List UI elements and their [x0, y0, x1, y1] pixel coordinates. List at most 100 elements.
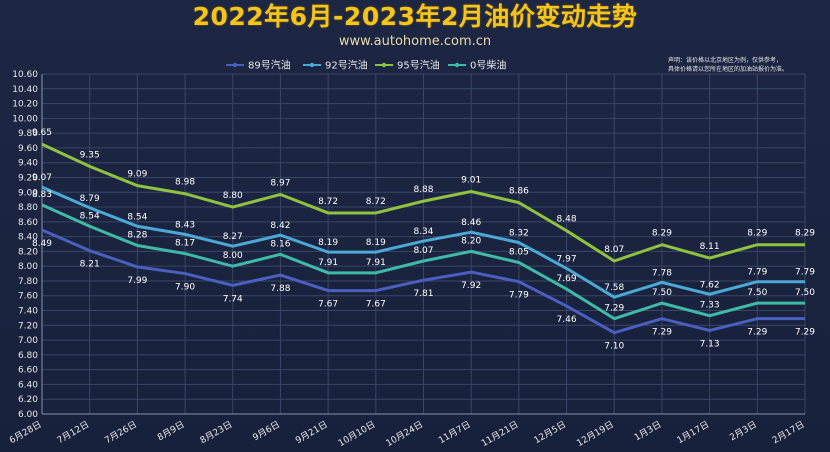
data-label: 7.91 [366, 258, 386, 268]
chart-title: 2022年6月-2023年2月油价变动走势 [192, 2, 638, 31]
data-label: 8.42 [270, 221, 290, 231]
x-tick-label: 12月5日 [532, 419, 568, 446]
data-label: 8.72 [366, 197, 386, 207]
x-tick-label: 6月28日 [8, 419, 44, 446]
y-tick-label: 9.00 [18, 188, 38, 198]
data-label: 7.81 [413, 289, 433, 299]
legend-label: 95号汽油 [397, 59, 440, 72]
disclaimer-line-1: 声明：该价格以北京地区为例，仅供参考， [668, 57, 783, 64]
data-label: 8.29 [652, 229, 672, 239]
legend-label: 89号汽油 [248, 59, 291, 72]
legend-label: 92号汽油 [325, 59, 368, 72]
data-label: 8.16 [270, 239, 290, 249]
legend-marker [381, 62, 387, 68]
data-label: 8.49 [32, 239, 52, 249]
x-tick-label: 2月17日 [771, 419, 807, 446]
legend-marker [309, 62, 315, 68]
data-label: 8.19 [318, 238, 338, 248]
data-label: 7.91 [318, 258, 338, 268]
data-label: 8.43 [175, 220, 195, 230]
data-label: 8.83 [32, 190, 52, 200]
data-label: 9.09 [127, 170, 147, 180]
x-tick-label: 11月7日 [437, 419, 473, 446]
data-label: 7.46 [557, 315, 577, 325]
data-label: 7.29 [652, 328, 672, 338]
data-label: 8.48 [557, 215, 577, 225]
x-tick-label: 1月3日 [632, 419, 663, 443]
data-label: 8.97 [270, 178, 290, 188]
data-label: 8.86 [509, 187, 529, 197]
y-tick-label: 7.40 [18, 307, 38, 317]
data-label: 7.33 [700, 301, 720, 311]
data-label: 8.72 [318, 197, 338, 207]
y-tick-label: 10.40 [12, 85, 38, 95]
y-tick-label: 7.00 [18, 336, 38, 346]
disclaimer-line-2: 具体价格请以您所在地区的加油站报价为准。 [668, 66, 789, 73]
data-label: 8.28 [127, 230, 147, 240]
data-label: 7.90 [175, 283, 195, 293]
data-label: 8.54 [127, 212, 147, 222]
data-label: 7.10 [604, 342, 624, 352]
data-label: 7.79 [509, 291, 529, 301]
y-tick-label: 6.40 [18, 380, 38, 390]
data-label: 7.50 [652, 288, 672, 298]
data-label: 8.79 [80, 194, 100, 204]
data-label: 7.88 [270, 284, 290, 294]
data-label: 7.62 [700, 280, 720, 290]
data-label: 7.50 [795, 288, 815, 298]
y-tick-label: 7.60 [18, 292, 38, 302]
data-label: 9.07 [32, 173, 52, 183]
x-tick-label: 11月21日 [479, 419, 520, 449]
data-label: 8.80 [223, 191, 243, 201]
y-tick-label: 10.00 [12, 114, 38, 124]
x-tick-label: 10月24日 [384, 419, 425, 449]
data-label: 7.29 [795, 328, 815, 338]
data-label: 8.88 [413, 185, 433, 195]
y-tick-label: 10.60 [12, 70, 38, 80]
y-tick-label: 6.20 [18, 395, 38, 405]
data-label: 8.07 [413, 246, 433, 256]
data-label: 7.99 [127, 276, 147, 286]
y-tick-label: 7.80 [18, 277, 38, 287]
data-label: 7.29 [604, 304, 624, 314]
y-tick-label: 9.80 [18, 129, 38, 139]
data-label: 8.98 [175, 178, 195, 188]
data-label: 8.29 [747, 229, 767, 239]
y-tick-label: 6.60 [18, 366, 38, 376]
data-label: 8.11 [700, 242, 720, 252]
y-tick-label: 9.40 [18, 159, 38, 169]
data-label: 7.13 [700, 339, 720, 349]
data-label: 8.32 [509, 229, 529, 239]
chart-subtitle: www.autohome.com.cn [338, 34, 492, 49]
y-tick-label: 8.40 [18, 233, 38, 243]
data-label: 8.20 [461, 236, 481, 246]
data-label: 7.92 [461, 281, 481, 291]
x-tick-label: 2月3日 [728, 419, 759, 443]
data-label: 8.46 [461, 218, 481, 228]
data-label: 8.29 [795, 229, 815, 239]
data-label: 8.07 [604, 245, 624, 255]
x-tick-label: 9月21日 [294, 419, 330, 446]
y-tick-label: 8.80 [18, 203, 38, 213]
legend-marker [454, 62, 460, 68]
data-label: 7.67 [318, 300, 338, 310]
data-label: 7.78 [652, 268, 672, 278]
data-label: 7.67 [366, 300, 386, 310]
data-label: 8.21 [80, 260, 100, 270]
data-label: 7.79 [747, 268, 767, 278]
y-tick-label: 9.20 [18, 173, 38, 183]
data-label: 8.00 [223, 251, 243, 261]
x-tick-label: 7月26日 [103, 419, 139, 446]
x-tick-label: 12月19日 [575, 419, 616, 449]
legend-marker [232, 62, 238, 68]
data-label: 8.34 [413, 227, 433, 237]
data-label: 7.74 [223, 294, 243, 304]
data-label: 9.65 [32, 128, 52, 138]
data-label: 7.97 [557, 254, 577, 264]
data-label: 7.50 [747, 288, 767, 298]
y-tick-label: 6.80 [18, 351, 38, 361]
y-tick-label: 10.20 [12, 100, 38, 110]
disclaimer: 声明：该价格以北京地区为例，仅供参考， 具体价格请以您所在地区的加油站报价为准。 [668, 56, 828, 74]
data-label: 9.01 [461, 176, 481, 186]
